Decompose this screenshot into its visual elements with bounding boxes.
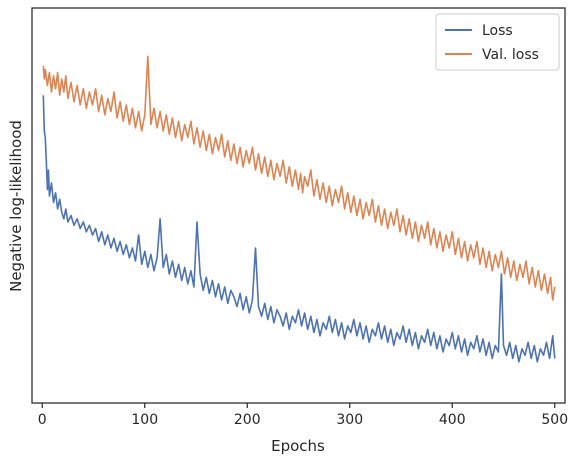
x-tick-label: 100 bbox=[131, 412, 158, 428]
legend: Loss Val. loss bbox=[435, 13, 560, 71]
x-tick-label: 500 bbox=[541, 412, 568, 428]
x-tick-label: 300 bbox=[336, 412, 363, 428]
x-axis-ticks: 0 100 200 300 400 500 bbox=[38, 403, 568, 428]
x-tick-label: 400 bbox=[439, 412, 466, 428]
plot-frame bbox=[31, 7, 566, 404]
series-line-val-loss bbox=[42, 55, 556, 301]
legend-label-val-loss: Val. loss bbox=[482, 47, 539, 63]
legend-frame bbox=[435, 13, 560, 71]
x-tick-label: 0 bbox=[38, 412, 47, 428]
x-axis-label: Epochs bbox=[271, 437, 325, 455]
plot-lines bbox=[42, 55, 556, 363]
x-tick-label: 200 bbox=[234, 412, 261, 428]
series-line-loss bbox=[42, 95, 556, 363]
y-axis-label: Negative log-likelihood bbox=[7, 120, 25, 292]
legend-label-loss: Loss bbox=[482, 23, 513, 39]
